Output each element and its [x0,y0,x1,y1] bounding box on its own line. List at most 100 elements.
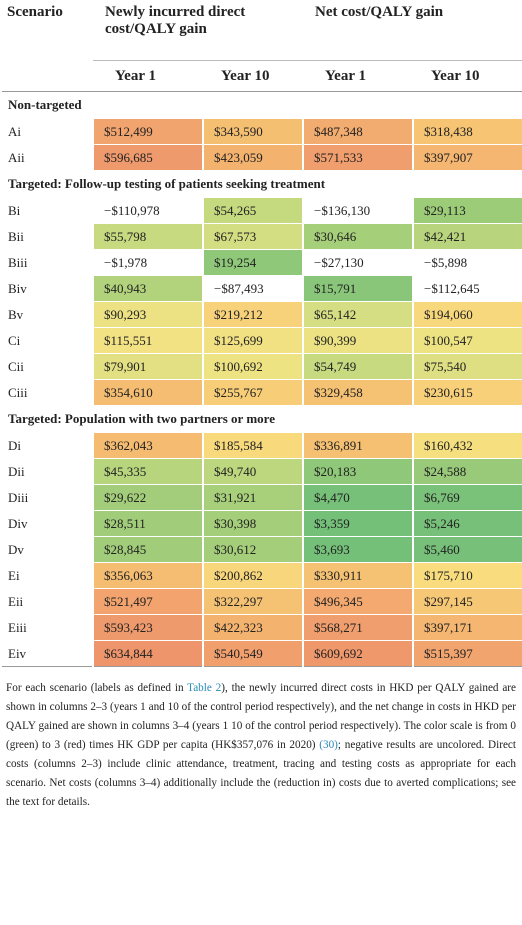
cell: $125,699 [201,327,305,354]
section-title: Targeted: Follow-up testing of patients … [0,170,522,198]
row-label: Bv [0,301,94,328]
row-label: Dv [0,536,94,563]
cell: $75,540 [412,353,522,380]
row-label: Eii [0,588,94,615]
data-row: Eiv $634,844 $540,549 $609,692 $515,397 [0,640,522,667]
data-row: Biv $40,943 −$87,493 $15,791 −$112,645 [0,275,522,302]
cell: $200,862 [201,562,305,589]
section-row: Non-targeted [0,91,522,119]
data-row: Cii $79,901 $100,692 $54,749 $75,540 [0,353,522,380]
header: Scenario [1,0,93,92]
cell: $422,323 [201,614,305,641]
cell: $6,769 [412,484,522,511]
header: Year 10 [203,60,304,92]
cell: $24,588 [412,458,522,485]
row-label: Ai [0,118,94,145]
cell: $354,610 [92,379,204,406]
cell: $593,423 [92,614,204,641]
data-row: Div $28,511 $30,398 $3,359 $5,246 [0,510,522,537]
cell: $20,183 [302,458,415,485]
cell: $100,692 [201,353,305,380]
cell: $42,421 [412,223,522,250]
cell: $28,511 [92,510,204,537]
cell: $596,685 [92,144,204,171]
cell: $515,397 [412,640,522,667]
section-row: Targeted: Population with two partners o… [0,405,522,433]
data-row: Eiii $593,423 $422,323 $568,271 $397,171 [0,614,522,641]
data-row: Bv $90,293 $219,212 $65,142 $194,060 [0,301,522,328]
cell: $90,293 [92,301,204,328]
cell: $29,113 [412,197,522,224]
cell: $512,499 [92,118,204,145]
link[interactable]: Table 2 [187,682,222,694]
cell: −$27,130 [302,249,415,276]
data-row: Aii $596,685 $423,059 $571,533 $397,907 [0,144,522,171]
cell: $100,547 [412,327,522,354]
cell: $356,063 [92,562,204,589]
row-label: Div [0,510,94,537]
cell: $40,943 [92,275,204,302]
cell: $397,171 [412,614,522,641]
cell: $49,740 [201,458,305,485]
cell: $521,497 [92,588,204,615]
cell: $30,398 [201,510,305,537]
cell: $297,145 [412,588,522,615]
cell: $362,043 [92,432,204,459]
row-label: Ei [0,562,94,589]
data-row: Biii −$1,978 $19,254 −$27,130 −$5,898 [0,249,522,276]
row-label: Ci [0,327,94,354]
cell: $219,212 [201,301,305,328]
cell: $487,348 [302,118,415,145]
data-row: Dii $45,335 $49,740 $20,183 $24,588 [0,458,522,485]
cell: $115,551 [92,327,204,354]
cell: $540,549 [201,640,305,667]
data-row: Diii $29,622 $31,921 $4,470 $6,769 [0,484,522,511]
cell: $322,297 [201,588,305,615]
header: Year 1 [303,60,414,92]
section-row: Targeted: Follow-up testing of patients … [0,170,522,198]
section-title: Non-targeted [0,91,522,119]
cell: −$110,978 [92,197,204,224]
cell: $571,533 [302,144,415,171]
data-row: Di $362,043 $185,584 $336,891 $160,432 [0,432,522,459]
footnote-text: For each scenario (labels as defined in [6,682,188,694]
cell: $568,271 [302,614,415,641]
table-body: Non-targeted Ai $512,499 $343,590 $487,348 $3… [0,91,522,667]
cell: $634,844 [92,640,204,667]
row-label: Diii [0,484,94,511]
row-label: Cii [0,353,94,380]
data-row: Ci $115,551 $125,699 $90,399 $100,547 [0,327,522,354]
row-label: Bi [0,197,94,224]
header: Newly incurred direct cost/QALY gain [93,0,304,61]
cell: $423,059 [201,144,305,171]
cell: $28,845 [92,536,204,563]
row-label: Eiv [0,640,94,667]
cell: $329,458 [302,379,415,406]
cell: −$1,978 [92,249,204,276]
link[interactable]: (30) [319,739,338,751]
cell: $318,438 [412,118,522,145]
cell: $3,693 [302,536,415,563]
row-label: Eiii [0,614,94,641]
cell: $67,573 [201,223,305,250]
cell: $4,470 [302,484,415,511]
cell: $3,359 [302,510,415,537]
cell: $496,345 [302,588,415,615]
cell: $336,891 [302,432,415,459]
row-label: Bii [0,223,94,250]
data-row: Ciii $354,610 $255,767 $329,458 $230,615 [0,379,522,406]
header: Net cost/QALY gain [303,0,522,61]
section-title: Targeted: Population with two partners o… [0,405,522,433]
cell: $15,791 [302,275,415,302]
data-row: Bi −$110,978 $54,265 −$136,130 $29,113 [0,197,522,224]
cell: −$87,493 [201,275,305,302]
cell: $55,798 [92,223,204,250]
data-row: Ai $512,499 $343,590 $487,348 $318,438 [0,118,522,145]
row-label: Biv [0,275,94,302]
cell: −$136,130 [302,197,415,224]
cell: $185,584 [201,432,305,459]
header: Year 1 [93,60,203,92]
row-label: Biii [0,249,94,276]
row-label: Aii [0,144,94,171]
row-label: Di [0,432,94,459]
